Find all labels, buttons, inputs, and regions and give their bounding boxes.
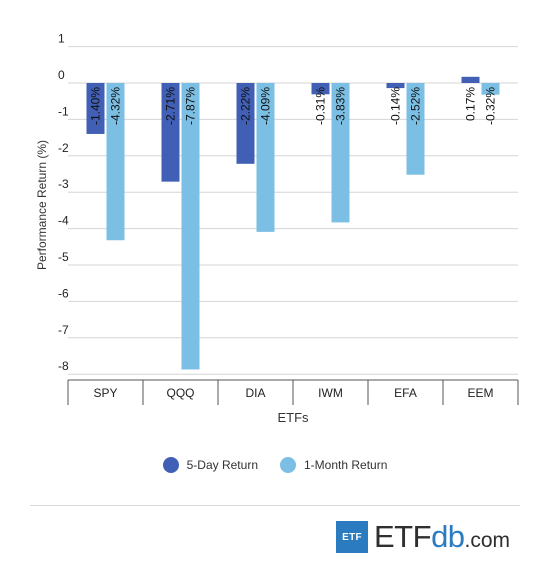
etfdb-logo[interactable]: ETF ETF db .com xyxy=(336,519,511,554)
data-label: -0.31% xyxy=(314,87,328,125)
x-tick-label: EFA xyxy=(394,386,417,400)
bar-chart: 1 0 -1 -2 -3 -4 -5 -6 -7 -8 Performance Return (%)… xyxy=(35,32,519,425)
bar-1-month-return-qqq xyxy=(181,83,200,370)
bar-5-day-return-eem xyxy=(461,76,480,83)
x-axis-title: ETFs xyxy=(277,410,309,425)
bar-5-day-return-dia xyxy=(236,83,255,164)
logo-com-text: .com xyxy=(464,529,511,552)
y-tick-label: -4 xyxy=(58,214,69,228)
bar-1-month-return-dia xyxy=(256,83,275,232)
bar-5-day-return-qqq xyxy=(161,83,180,182)
data-label: -3.83% xyxy=(334,87,348,125)
bar-5-day-return-spy xyxy=(86,83,105,134)
y-tick-label: -1 xyxy=(58,104,69,118)
bar-5-day-return-efa xyxy=(386,83,405,89)
legend-label-1-month-return: 1-Month Return xyxy=(304,458,388,472)
logo-box: ETF xyxy=(336,521,368,553)
data-label: -0.14% xyxy=(389,87,403,125)
y-tick-label: 0 xyxy=(58,68,65,82)
data-label: -4.09% xyxy=(259,87,273,125)
data-label: -1.40% xyxy=(89,87,103,125)
data-label: -4.32% xyxy=(109,87,123,125)
logo-box-text: ETF xyxy=(342,531,362,543)
chart-legend: 5-Day Return 1-Month Return xyxy=(0,455,550,475)
bar-1-month-return-iwm xyxy=(331,83,350,223)
data-label: 0.17% xyxy=(464,87,478,121)
data-label: -2.71% xyxy=(164,87,178,125)
logo-db-text: db xyxy=(431,519,465,554)
y-tick-label: -8 xyxy=(58,359,69,373)
legend-item-5-day-return[interactable]: 5-Day Return xyxy=(162,457,258,473)
data-label: -0.32% xyxy=(484,87,498,125)
legend-label-5-day-return: 5-Day Return xyxy=(186,458,258,472)
data-label: -2.52% xyxy=(409,87,423,125)
legend-swatch-5-day-return xyxy=(162,457,179,473)
x-tick-label: IWM xyxy=(318,386,343,400)
bar-5-day-return-iwm xyxy=(311,83,330,95)
footer-divider xyxy=(30,505,520,506)
data-label: -7.87% xyxy=(184,87,198,125)
bar-1-month-return-efa xyxy=(406,83,425,175)
x-tick-label: DIA xyxy=(245,386,265,400)
y-tick-label: -2 xyxy=(58,141,69,155)
bar-1-month-return-eem xyxy=(481,83,500,95)
bar-1-month-return-spy xyxy=(106,83,125,241)
x-tick-label: QQQ xyxy=(166,386,194,400)
y-tick-label: -7 xyxy=(58,323,69,337)
logo-etf-text: ETF xyxy=(374,519,432,554)
x-tick-label: SPY xyxy=(93,386,117,400)
y-axis-title: Performance Return (%) xyxy=(35,140,49,270)
y-tick-label: -5 xyxy=(58,250,69,264)
y-tick-label: -3 xyxy=(58,177,69,191)
legend-swatch-1-month-return xyxy=(280,457,296,473)
legend-item-1-month-return[interactable]: 1-Month Return xyxy=(280,457,387,473)
data-label: -2.22% xyxy=(239,87,253,125)
x-tick-label: EEM xyxy=(467,386,493,400)
y-tick-label: 1 xyxy=(58,32,65,46)
y-tick-label: -6 xyxy=(58,286,69,300)
